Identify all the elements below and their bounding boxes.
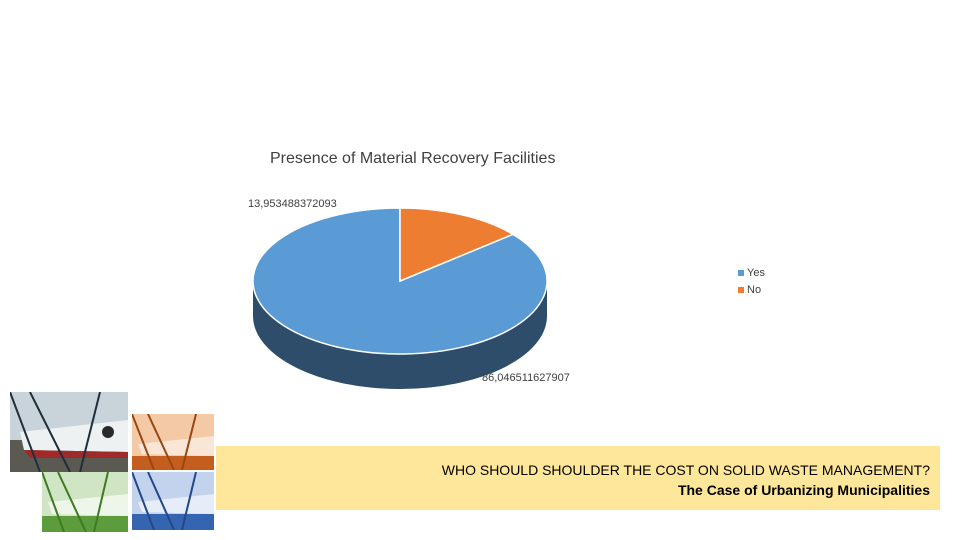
photo-green-tint-icon bbox=[42, 472, 128, 532]
pie-slice-yes-side bbox=[253, 281, 547, 389]
banner-subtitle: The Case of Urbanizing Municipalities bbox=[677, 482, 930, 498]
chart-legend: Yes No bbox=[738, 264, 765, 298]
title-banner: WHO SHOULD SHOULDER THE COST ON SOLID WA… bbox=[216, 446, 940, 510]
legend-item-no: No bbox=[738, 281, 765, 298]
chart-title: Presence of Material Recovery Facilities bbox=[270, 150, 556, 167]
legend-label-no: No bbox=[747, 283, 762, 296]
data-label-no: 13,953488372093 bbox=[248, 198, 337, 210]
photo-blue-tint-icon bbox=[132, 472, 214, 530]
legend-swatch-yes bbox=[738, 269, 744, 276]
banner-title: WHO SHOULD SHOULDER THE COST ON SOLID WA… bbox=[441, 462, 930, 478]
photo-collage bbox=[8, 392, 218, 534]
legend-label-yes: Yes bbox=[747, 266, 765, 279]
photo-orange-tint-icon bbox=[132, 414, 214, 470]
data-label-yes: 86,046511627907 bbox=[482, 372, 570, 384]
pie-slice-no bbox=[399, 207, 515, 283]
photo-original-icon bbox=[10, 392, 128, 472]
legend-item-yes: Yes bbox=[738, 264, 765, 281]
legend-swatch-no bbox=[738, 286, 744, 293]
